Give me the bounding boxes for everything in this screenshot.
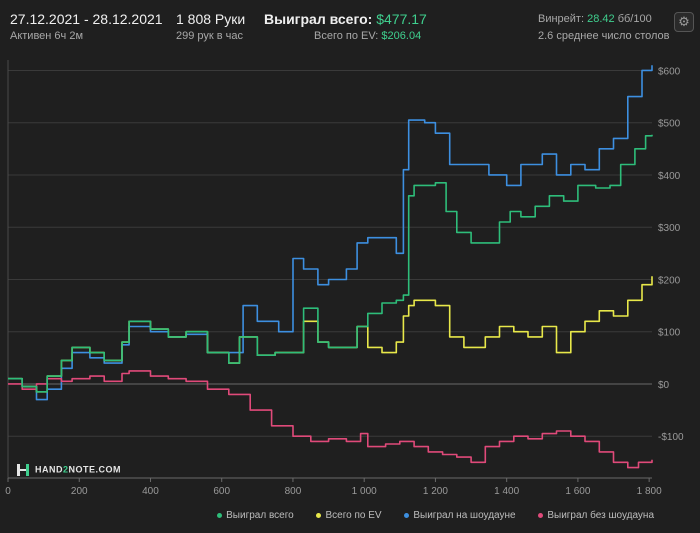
series-non-showdown-line xyxy=(8,370,653,469)
series-ev-line xyxy=(8,276,653,393)
avg-tables: 2.6 среднее число столов xyxy=(538,30,670,42)
x-tick-label: 1 200 xyxy=(423,486,448,497)
logo-mark-icon xyxy=(17,464,29,476)
x-tick-label: 1 800 xyxy=(637,486,662,497)
legend-label: Выиграл на шоудауне xyxy=(413,510,516,521)
y-tick-label: $400 xyxy=(658,171,681,182)
legend-item-ev[interactable]: Всего по EV xyxy=(316,510,382,521)
y-tick-label: $0 xyxy=(658,380,670,391)
x-tick-label: 800 xyxy=(285,486,302,497)
legend-dot xyxy=(217,512,223,518)
legend-item-showdown[interactable]: Выиграл на шоудауне xyxy=(404,510,516,521)
legend-label: Выиграл без шоудауна xyxy=(547,510,654,521)
hands-count: 1 808 Руки xyxy=(176,11,246,27)
x-tick-label: 0 xyxy=(5,486,11,497)
legend-dot xyxy=(316,512,322,518)
winrate-value: 28.42 xyxy=(587,13,615,25)
legend-item-non-showdown[interactable]: Выиграл без шоудауна xyxy=(538,510,654,521)
y-tick-label: $500 xyxy=(658,119,681,130)
legend-item-won[interactable]: Выиграл всего xyxy=(217,510,294,521)
y-tick-label: -$100 xyxy=(658,432,684,443)
x-tick-label: 1 400 xyxy=(494,486,519,497)
ev-label: Всего по EV: xyxy=(314,30,379,42)
logo-text-left: HAND xyxy=(35,464,63,475)
ev-total: Всего по EV: $206.04 xyxy=(314,30,421,42)
y-tick-label: $600 xyxy=(658,66,681,77)
won-total: Выиграл всего: $477.17 xyxy=(264,11,427,27)
hand2note-logo: HAND2NOTE.COM xyxy=(16,463,121,477)
settings-gear-icon[interactable]: ⚙ xyxy=(674,12,694,32)
date-range: 27.12.2021 - 28.12.2021 xyxy=(10,11,163,27)
hands-per-hour: 299 рук в час xyxy=(176,30,244,42)
ev-value: $206.04 xyxy=(381,30,422,42)
winrate-unit: бб/100 xyxy=(617,13,652,25)
won-total-value: $477.17 xyxy=(376,11,427,27)
y-tick-label: $200 xyxy=(658,275,681,286)
legend-label: Всего по EV xyxy=(325,510,382,521)
logo-text-right: NOTE.COM xyxy=(68,464,122,475)
winrate: Винрейт: 28.42 бб/100 xyxy=(538,13,652,25)
winrate-label: Винрейт: xyxy=(538,13,585,25)
x-tick-label: 200 xyxy=(71,486,88,497)
stats-header: 27.12.2021 - 28.12.2021 Активен 6ч 2м 1 … xyxy=(0,0,700,46)
y-tick-label: $300 xyxy=(658,223,681,234)
legend-dot xyxy=(538,512,544,518)
series-won-line xyxy=(8,134,653,393)
legend-label: Выиграл всего xyxy=(226,510,294,521)
active-time: Активен 6ч 2м xyxy=(10,30,84,42)
logo-text-two: 2 xyxy=(63,464,69,475)
legend-dot xyxy=(404,512,410,518)
series-showdown-line xyxy=(8,65,653,401)
x-tick-label: 600 xyxy=(213,486,230,497)
profit-chart: -$100 $0 $100 $200 $300 $400 $500 $600 0 200 400 60… xyxy=(5,60,684,497)
y-tick-label: $100 xyxy=(658,328,681,339)
x-tick-label: 1 600 xyxy=(565,486,590,497)
chart-legend: Выиграл всего Всего по EV Выиграл на шоу… xyxy=(197,510,654,521)
x-tick-label: 400 xyxy=(142,486,159,497)
won-total-label: Выиграл всего: xyxy=(264,11,373,27)
x-tick-label: 1 000 xyxy=(352,486,377,497)
